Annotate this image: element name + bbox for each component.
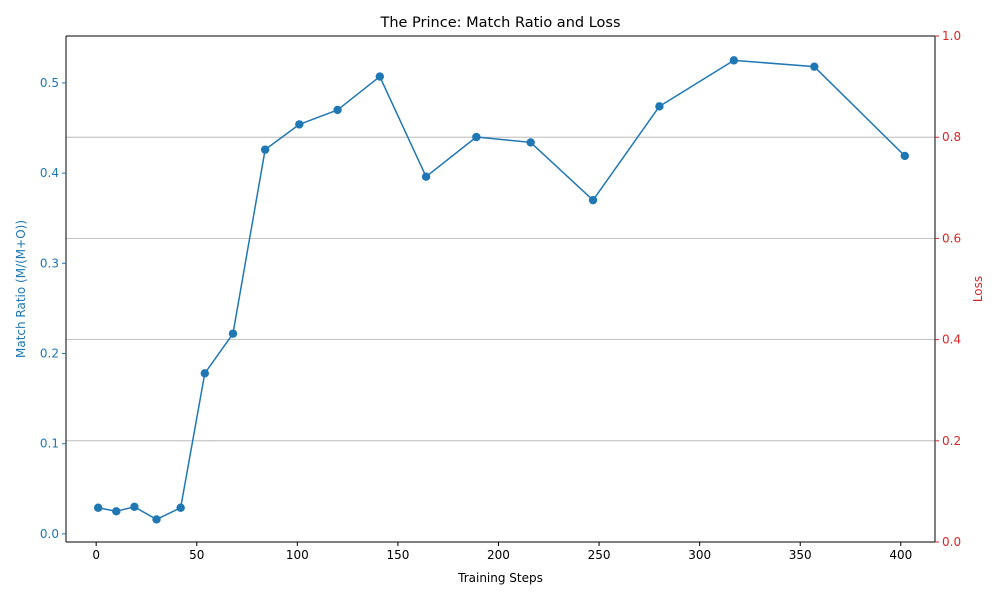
data-point <box>333 105 342 115</box>
x-tick-label: 100 <box>286 548 309 562</box>
data-point <box>295 120 304 129</box>
data-point <box>900 151 910 161</box>
x-axis-label: Training Steps <box>457 571 543 585</box>
data-point <box>93 503 103 512</box>
data-point <box>228 329 238 338</box>
data-point <box>152 515 161 524</box>
data-point <box>130 502 139 512</box>
y-left-tick-label: 0.4 <box>40 166 59 180</box>
y-axis-left-label: Match Ratio (M/(M+O)) <box>14 220 28 358</box>
axes: 0 50 100 150 200 250 300 350 400 0.0 0.1 0.2 0.3 0.4 0… <box>40 29 961 562</box>
y-right-tick-label: 0.8 <box>942 130 961 144</box>
x-tick-label: 350 <box>789 548 812 562</box>
x-tick-label: 50 <box>189 548 204 562</box>
y-left-tick-label: 0.3 <box>40 256 59 270</box>
y-axis-right-label: Loss <box>971 276 985 302</box>
y-left-tick-label: 0.0 <box>40 527 59 541</box>
series-layer <box>93 56 910 524</box>
y-left-tick-label: 0.2 <box>40 346 59 360</box>
chart-title: The Prince: Match Ratio and Loss <box>379 15 620 31</box>
data-point <box>729 56 739 65</box>
y-right-tick-label: 0.0 <box>942 535 961 549</box>
data-point <box>472 132 481 142</box>
data-point <box>526 138 535 147</box>
x-tick-label: 300 <box>688 548 711 562</box>
data-point <box>375 72 385 81</box>
y-right-tick-label: 1.0 <box>942 29 961 43</box>
y-right-tick-label: 0.2 <box>942 434 961 448</box>
data-point <box>112 507 121 516</box>
y-left-tick-label: 0.5 <box>40 76 59 90</box>
y-left-tick-label: 0.1 <box>40 437 59 451</box>
y-right-tick-label: 0.4 <box>942 333 961 347</box>
data-point <box>260 145 270 154</box>
data-point <box>810 62 819 71</box>
data-point <box>588 195 598 205</box>
x-tick-label: 0 <box>92 548 100 562</box>
x-tick-label: 200 <box>487 548 510 562</box>
x-tick-label: 250 <box>588 548 611 562</box>
data-point <box>200 369 209 378</box>
x-tick-label: 400 <box>889 548 912 562</box>
data-point <box>421 172 431 181</box>
x-tick-label: 150 <box>386 548 409 562</box>
data-point <box>655 102 664 111</box>
data-point <box>176 503 185 512</box>
y-right-tick-label: 0.6 <box>942 231 961 245</box>
